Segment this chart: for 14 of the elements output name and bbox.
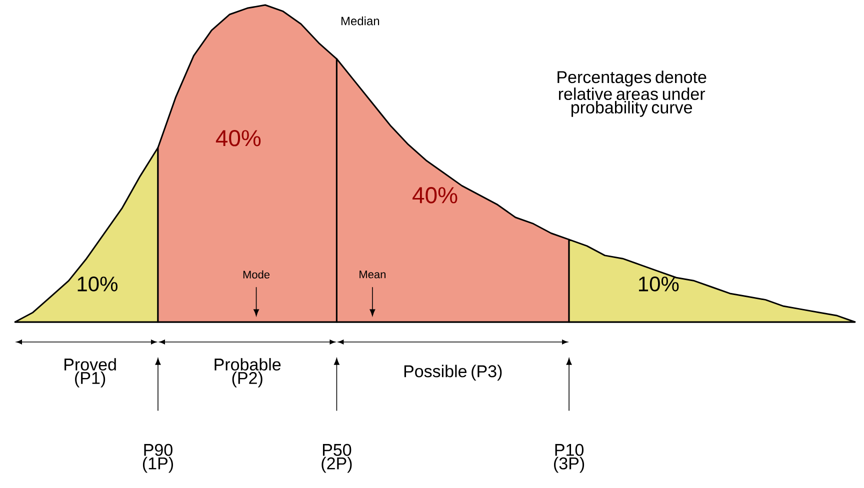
annotation: 10% xyxy=(78,276,118,292)
annotation: Mode xyxy=(243,270,270,278)
text: P90 (1P) xyxy=(142,444,173,473)
annotation: 10% xyxy=(638,276,679,292)
annotation: 40% xyxy=(412,187,458,204)
text: P10 (3P) xyxy=(554,444,584,473)
text: Proved (P1) xyxy=(64,358,116,388)
annotation: Median xyxy=(341,16,380,26)
annotation: 40% xyxy=(216,130,261,146)
text: Possible (P3) xyxy=(404,364,502,381)
text: P50 (2P) xyxy=(322,444,352,473)
annotation: Percentages denote relative areas under probability curve xyxy=(558,70,706,117)
annotation: Mean xyxy=(360,270,386,278)
text: Probable (P2) xyxy=(214,358,281,388)
